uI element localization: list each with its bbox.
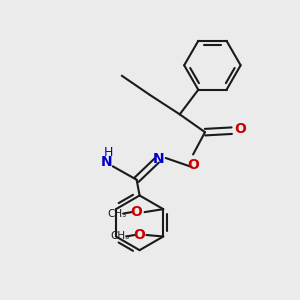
Text: O: O (187, 158, 199, 172)
Text: CH₃: CH₃ (110, 232, 129, 242)
Text: O: O (134, 228, 146, 242)
Text: O: O (234, 122, 246, 136)
Text: N: N (153, 152, 165, 166)
Text: H: H (104, 146, 113, 159)
Text: O: O (130, 205, 142, 219)
Text: N: N (101, 155, 113, 169)
Text: CH₃: CH₃ (107, 208, 126, 219)
